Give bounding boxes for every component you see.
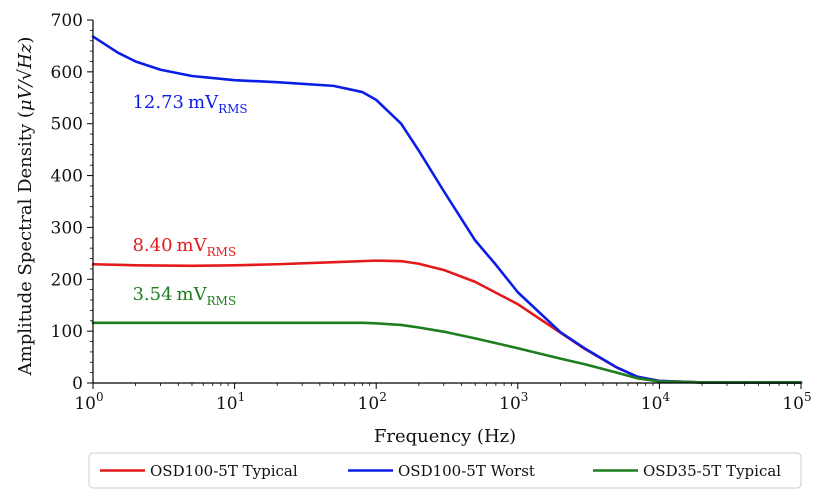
y-tick-label-0: 0	[72, 374, 83, 394]
x-tick-label-3: 103	[499, 390, 528, 414]
y-tick-label-100: 100	[51, 322, 83, 342]
rms-label-1: 12.73 mVRMS	[132, 92, 247, 116]
legend-label-1: OSD100-5T Typical	[150, 462, 298, 480]
legend-label-3: OSD35-5T Typical	[643, 462, 781, 480]
series-line-1	[91, 259, 803, 384]
legend-label-2: OSD100-5T Worst	[398, 462, 535, 480]
legend: OSD100-5T Typical OSD100-5T Worst OSD35-5T…	[88, 452, 802, 489]
y-axis-label-unit: μV/√Hz	[15, 43, 36, 111]
x-tick-label-2: 102	[358, 390, 387, 414]
y-tick-label-500: 500	[51, 115, 83, 135]
rms-label-3: 3.54 mVRMS	[132, 284, 236, 308]
y-tick-label-400: 400	[51, 167, 83, 187]
series-line-3	[91, 321, 803, 384]
y-axis-label: Amplitude Spectral Density (μV/√Hz)	[15, 37, 36, 377]
x-tick-label-5: 105	[782, 390, 811, 414]
x-axis-label: Frequency (Hz)	[374, 426, 516, 447]
x-tick-label-4: 104	[641, 390, 671, 414]
y-tick-label-600: 600	[51, 63, 83, 83]
y-tick-label-200: 200	[51, 270, 83, 290]
x-tick-label-0: 100	[74, 390, 103, 414]
rms-annotations: 12.73 mVRMS 8.40 mVRMS 3.54 mVRMS	[132, 92, 247, 308]
y-axis-label-suffix: )	[15, 37, 36, 44]
y-axis-label-prefix: Amplitude Spectral Density (	[15, 111, 36, 376]
rms-label-2: 8.40 mVRMS	[132, 235, 236, 259]
x-tick-label-1: 101	[216, 390, 245, 414]
series-line-2	[91, 35, 803, 384]
y-tick-label-700: 700	[51, 11, 83, 31]
legend-box	[88, 452, 802, 489]
y-tick-label-300: 300	[51, 218, 83, 238]
